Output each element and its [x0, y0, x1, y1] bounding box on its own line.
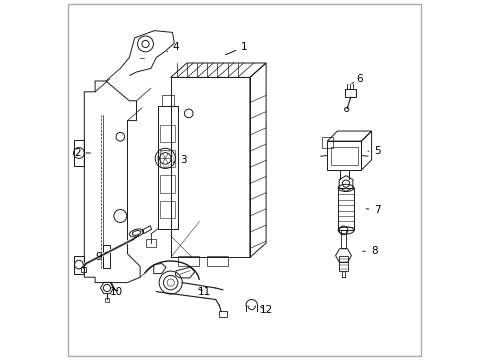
- Bar: [160, 201, 175, 218]
- Bar: [339, 256, 347, 271]
- Text: 3: 3: [173, 155, 186, 165]
- Text: 2: 2: [74, 148, 90, 158]
- Bar: [326, 141, 361, 170]
- Text: 5: 5: [367, 146, 380, 156]
- Text: 9: 9: [95, 252, 107, 262]
- Bar: [158, 106, 178, 229]
- Text: 6: 6: [351, 74, 362, 84]
- Text: 11: 11: [198, 287, 211, 297]
- Text: 10: 10: [110, 287, 123, 297]
- Bar: [162, 95, 174, 106]
- Text: 12: 12: [259, 305, 272, 315]
- Bar: [160, 125, 175, 142]
- Text: 8: 8: [362, 246, 377, 256]
- Bar: [104, 298, 109, 302]
- Bar: [345, 89, 355, 97]
- Bar: [337, 188, 353, 230]
- Bar: [218, 311, 226, 317]
- Bar: [170, 77, 249, 257]
- Bar: [321, 137, 332, 148]
- Bar: [340, 230, 346, 248]
- Text: 7: 7: [366, 204, 380, 215]
- Bar: [160, 175, 175, 193]
- Bar: [330, 147, 357, 165]
- Text: 1: 1: [225, 42, 247, 55]
- Bar: [206, 256, 228, 266]
- Bar: [178, 256, 199, 266]
- Text: 4: 4: [167, 42, 179, 52]
- Bar: [146, 239, 156, 247]
- Bar: [160, 150, 175, 167]
- Bar: [81, 267, 86, 272]
- Bar: [103, 245, 110, 268]
